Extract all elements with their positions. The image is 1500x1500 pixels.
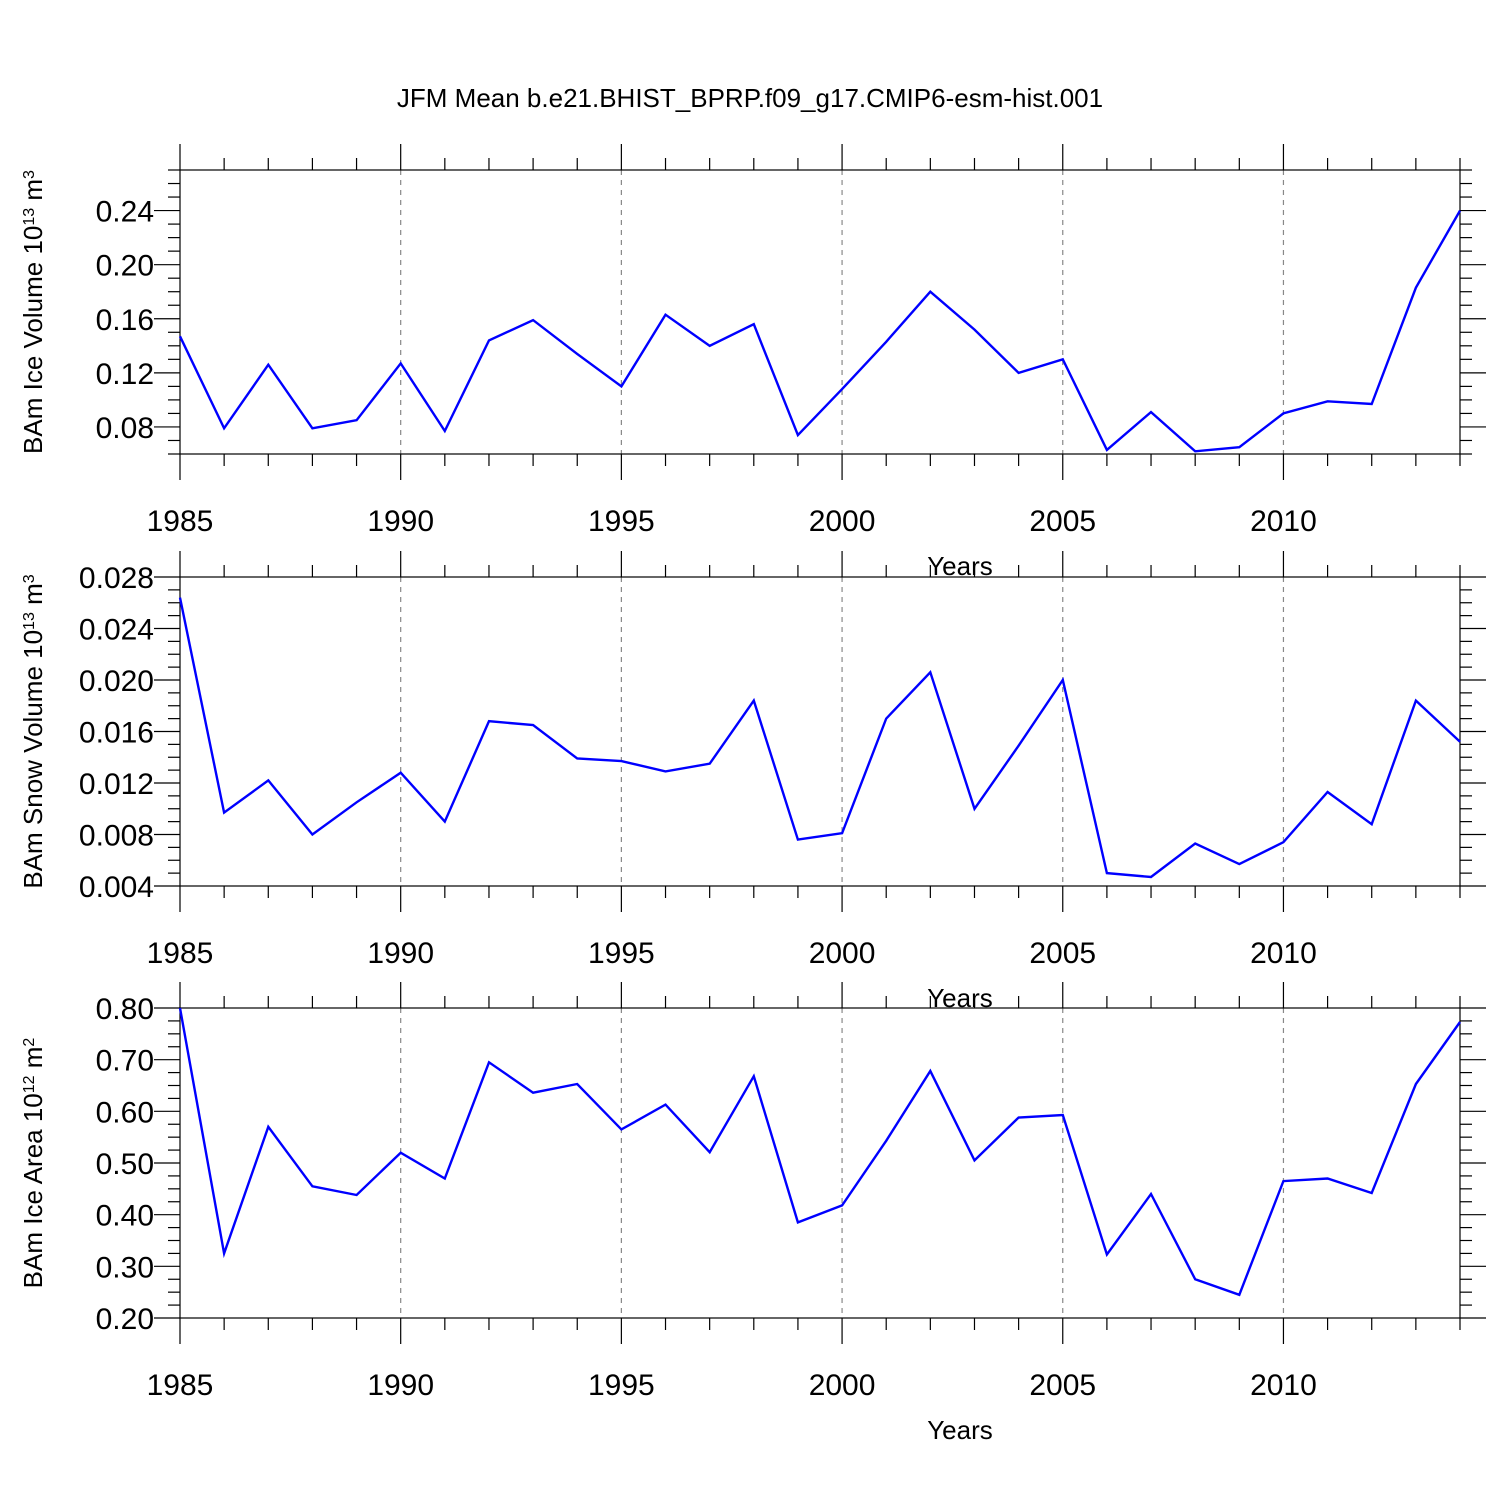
x-tick-label-2005: 2005 (1029, 505, 1096, 538)
x-tick-label-2000: 2000 (809, 1369, 876, 1402)
y-axis-title-mid: m (18, 179, 48, 208)
y-tick-label-0.50: 0.50 (96, 1148, 154, 1181)
y-axis-title-exp: 13 (21, 612, 38, 630)
panel-1: 1985 1990 1995 2000 2005 2010 0.08 0.12 0.16 0.20… (18, 144, 1486, 581)
y-tick-label-0.16: 0.16 (96, 304, 154, 337)
x-tick-label-1995: 1995 (588, 1369, 655, 1402)
y-tick-label-0.024: 0.024 (79, 614, 154, 647)
x-axis-title: Years (927, 1415, 993, 1445)
x-tick-label-1995: 1995 (588, 505, 655, 538)
x-tick-label-2010: 2010 (1250, 937, 1317, 970)
y-tick-label-0.028: 0.028 (79, 562, 154, 595)
x-tick-label-1985: 1985 (147, 505, 214, 538)
panel-2: 1985 1990 1995 2000 2005 2010 0.004 0.008 0.012 0… (18, 551, 1486, 1013)
y-tick-label-0.80: 0.80 (96, 993, 154, 1026)
y-axis-title-mid: m (18, 583, 48, 612)
x-tick-label-1990: 1990 (367, 1369, 434, 1402)
y-tick-label-0.008: 0.008 (79, 820, 154, 853)
y-axis-title-pre: BAm Ice Area 10 (18, 1093, 48, 1288)
x-tick-label-1985: 1985 (147, 937, 214, 970)
x-tick-label-2000: 2000 (809, 505, 876, 538)
x-tick-label-2010: 2010 (1250, 1369, 1317, 1402)
y-tick-label-0.70: 0.70 (96, 1045, 154, 1078)
x-axis-title: Years (927, 551, 993, 581)
x-tick-label-1990: 1990 (367, 937, 434, 970)
y-axis-title-unit-exp: 2 (21, 1038, 38, 1047)
y-tick-label-0.12: 0.12 (96, 358, 154, 391)
series-line-1 (178, 210, 1462, 453)
x-tick-label-2005: 2005 (1029, 1369, 1096, 1402)
y-tick-label-0.004: 0.004 (79, 871, 154, 904)
y-axis-title: BAm Ice Volume 1013 m3 (18, 170, 48, 454)
y-axis-title-unit-exp: 3 (21, 170, 38, 179)
y-axis-title-pre: BAm Ice Volume 10 (18, 226, 48, 454)
y-tick-label-0.60: 0.60 (96, 1096, 154, 1129)
x-tick-label-2000: 2000 (809, 937, 876, 970)
y-tick-label-0.30: 0.30 (96, 1251, 154, 1284)
figure-title: JFM Mean b.e21.BHIST_BPRP.f09_g17.CMIP6-… (397, 83, 1103, 113)
y-tick-label-0.012: 0.012 (79, 768, 154, 801)
x-tick-label-1990: 1990 (367, 505, 434, 538)
plot-frame (179, 1007, 1461, 1319)
plot-frame (179, 576, 1461, 887)
y-axis-title-mid: m (18, 1047, 48, 1076)
y-tick-label-0.40: 0.40 (96, 1200, 154, 1233)
y-tick-label-0.24: 0.24 (96, 196, 154, 229)
y-tick-label-0.20: 0.20 (96, 250, 154, 283)
panel-3: 1985 1990 1995 2000 2005 2010 0.20 0.30 0.40 0.50… (18, 982, 1486, 1445)
y-tick-label-0.08: 0.08 (96, 412, 154, 445)
y-axis-title-unit-exp: 3 (21, 574, 38, 583)
x-tick-label-2005: 2005 (1029, 937, 1096, 970)
series-line-1 (178, 597, 1461, 879)
y-axis-title: BAm Snow Volume 1013 m3 (18, 574, 48, 888)
x-tick-label-1995: 1995 (588, 937, 655, 970)
y-tick-label-0.20: 0.20 (96, 1303, 154, 1336)
plot-frame (179, 169, 1461, 455)
x-tick-label-1985: 1985 (147, 1369, 214, 1402)
y-axis-title-exp: 13 (21, 208, 38, 226)
panels: 1985 1990 1995 2000 2005 2010 0.08 0.12 0.16 0.20… (18, 144, 1486, 1445)
series-line-1 (178, 1007, 1461, 1297)
x-tick-label-2010: 2010 (1250, 505, 1317, 538)
y-axis-title-exp: 12 (21, 1075, 38, 1093)
y-tick-label-0.016: 0.016 (79, 717, 154, 750)
y-tick-label-0.020: 0.020 (79, 665, 154, 698)
y-axis-title: BAm Ice Area 1012 m2 (18, 1038, 48, 1289)
y-axis-title-pre: BAm Snow Volume 10 (18, 630, 48, 889)
